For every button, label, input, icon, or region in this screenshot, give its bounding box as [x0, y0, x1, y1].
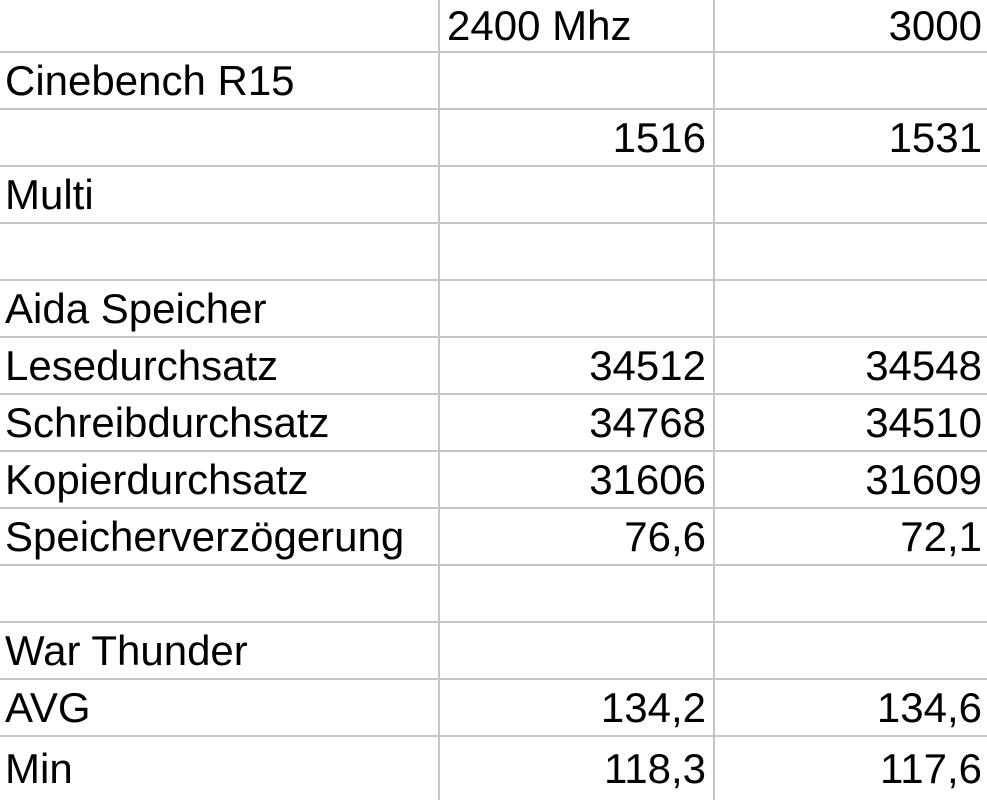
table-row-spacer — [0, 224, 987, 281]
value-cell-3000[interactable] — [715, 281, 987, 336]
value-cell-3000[interactable]: 34510 — [865, 398, 982, 446]
value-cell-3000[interactable] — [715, 53, 987, 108]
value-cell-3000[interactable] — [715, 224, 987, 279]
row-label-cell[interactable]: Min — [0, 737, 440, 800]
value-cell-2400mhz[interactable]: 118,3 — [440, 737, 715, 800]
value-cell-2400mhz[interactable] — [440, 623, 715, 678]
header-cell-empty[interactable] — [0, 0, 440, 51]
row-label-cell[interactable] — [0, 110, 440, 165]
value-cell-2400mhz[interactable]: 34512 — [440, 338, 715, 393]
table-row-lesedurchsatz: Lesedurchsatz 34512 34548 — [0, 338, 987, 395]
row-label-cell[interactable]: Aida Speicher — [0, 281, 440, 336]
value-cell-2400mhz[interactable]: 31606 — [440, 452, 715, 507]
value-cell-3000[interactable]: 1531 — [888, 113, 982, 161]
row-label-cell[interactable]: War Thunder — [0, 623, 440, 678]
header-cell-3000[interactable]: 3000 — [888, 1, 982, 49]
row-label-cell[interactable]: Cinebench R15 — [0, 53, 440, 108]
table-row-cinebench-values: 1516 1531 — [0, 110, 987, 167]
table-row-avg: AVG 134,2 134,6 — [0, 680, 987, 737]
table-row-war-thunder: War Thunder — [0, 623, 987, 680]
value-cell-2400mhz[interactable] — [440, 281, 715, 336]
table-row-spacer — [0, 566, 987, 623]
table-row-cinebench: Cinebench R15 — [0, 53, 987, 110]
value-cell-3000[interactable]: 31609 — [865, 455, 982, 503]
row-label-cell[interactable]: Kopierdurchsatz — [0, 452, 440, 507]
table-row-schreibdurchsatz: Schreibdurchsatz 34768 34510 — [0, 395, 987, 452]
table-row-aida-speicher: Aida Speicher — [0, 281, 987, 338]
row-label-cell[interactable]: Lesedurchsatz — [0, 338, 440, 393]
value-cell-2400mhz[interactable]: 34768 — [440, 395, 715, 450]
table-row-min: Min 118,3 117,6 — [0, 737, 987, 800]
row-label-cell[interactable] — [0, 224, 440, 279]
value-cell-2400mhz[interactable] — [440, 224, 715, 279]
header-cell-2400mhz[interactable]: 2400 Mhz — [440, 0, 715, 51]
value-cell-3000[interactable] — [715, 566, 987, 621]
value-cell-3000[interactable] — [715, 623, 987, 678]
value-cell-2400mhz[interactable]: 134,2 — [440, 680, 715, 735]
value-cell-3000[interactable]: 34548 — [865, 341, 982, 389]
value-cell-3000[interactable]: 72,1 — [900, 512, 982, 560]
value-cell-2400mhz[interactable]: 76,6 — [440, 509, 715, 564]
value-cell-3000[interactable]: 134,6 — [876, 683, 982, 731]
value-cell-3000[interactable] — [715, 167, 987, 222]
value-cell-3000[interactable]: 117,6 — [880, 744, 982, 792]
table-row-kopierdurchsatz: Kopierdurchsatz 31606 31609 — [0, 452, 987, 509]
row-label-cell[interactable]: Speicherverzögerung — [0, 509, 440, 564]
table-row-speicherverzoegerung: Speicherverzögerung 76,6 72,1 — [0, 509, 987, 566]
row-label-cell[interactable] — [0, 566, 440, 621]
value-cell-2400mhz[interactable] — [440, 566, 715, 621]
value-cell-2400mhz[interactable] — [440, 53, 715, 108]
table-header-row: 2400 Mhz 3000 — [0, 0, 987, 53]
row-label-cell[interactable]: Multi — [0, 167, 440, 222]
row-label-cell[interactable]: AVG — [0, 680, 440, 735]
value-cell-2400mhz[interactable]: 1516 — [440, 110, 715, 165]
value-cell-2400mhz[interactable] — [440, 167, 715, 222]
row-label-cell[interactable]: Schreibdurchsatz — [0, 395, 440, 450]
table-row-multi: Multi — [0, 167, 987, 224]
